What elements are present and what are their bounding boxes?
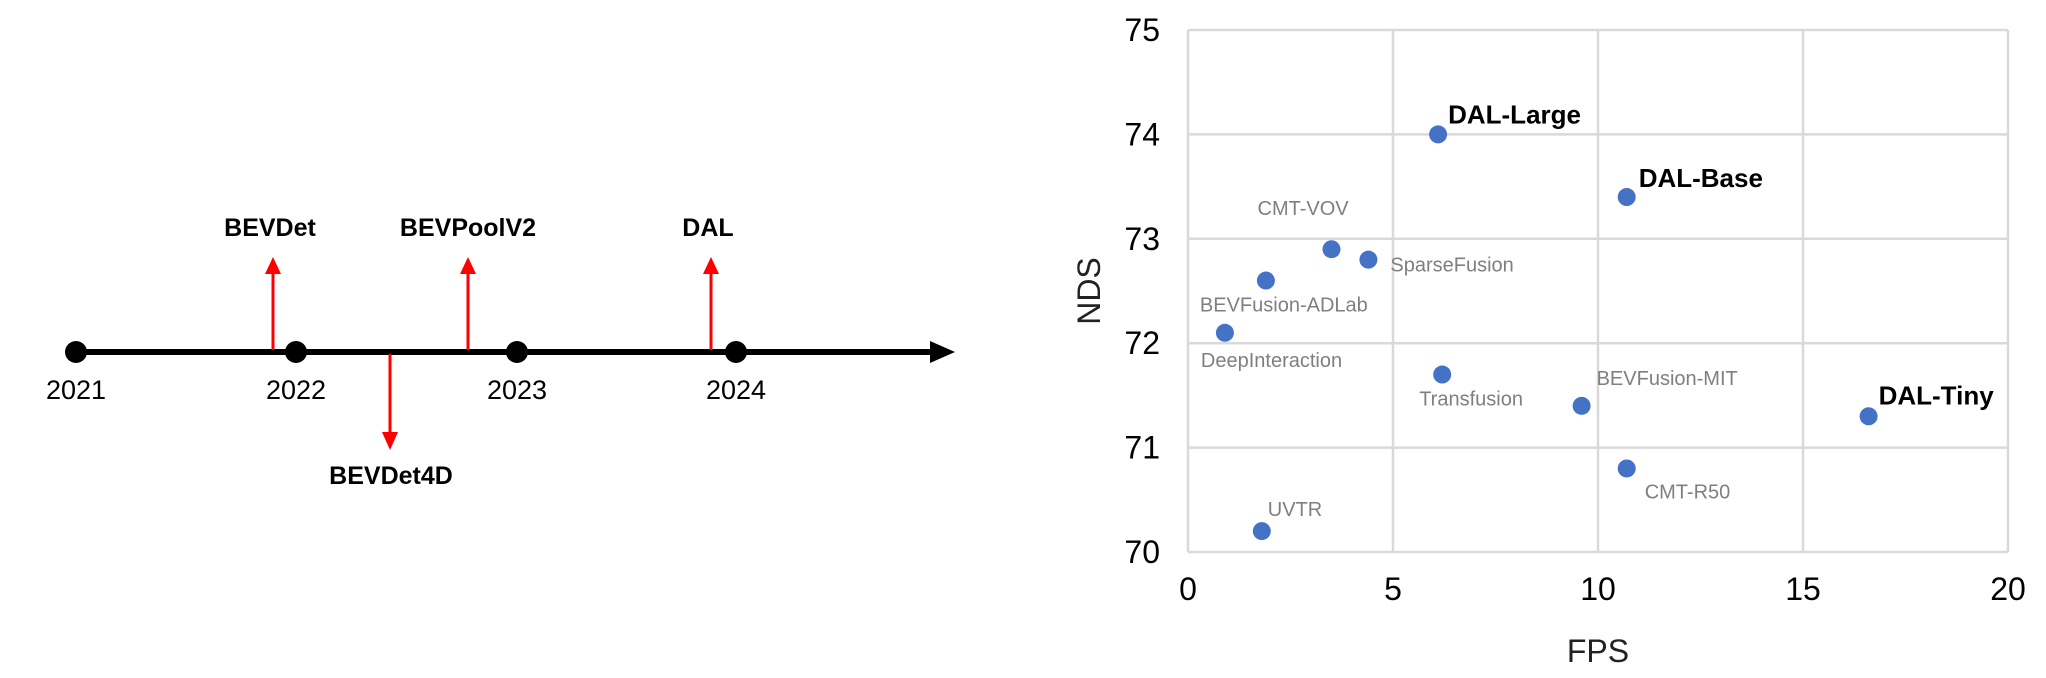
x-tick-label: 10: [1580, 571, 1616, 607]
event-label-bevpoolv2: BEVPoolV2: [400, 214, 536, 242]
timeline-dot-2021: [65, 341, 87, 363]
timeline-dot-2024: [725, 341, 747, 363]
timeline-arrowhead: [930, 341, 955, 363]
y-tick-label: 75: [1124, 12, 1160, 48]
y-tick-label: 70: [1124, 534, 1160, 570]
point-label-cmt-vov: CMT-VOV: [1258, 198, 1350, 220]
axis-ticks: 0 5 10 15 20 70 71 72 73 74 75: [1124, 12, 2025, 607]
point-dal-tiny: [1859, 407, 1878, 426]
point-sparsefusion: [1359, 250, 1378, 269]
point-dal-large: [1429, 125, 1448, 144]
x-tick-label: 5: [1384, 571, 1402, 607]
point-uvtr: [1252, 522, 1271, 541]
point-label-dal-tiny: DAL-Tiny: [1879, 380, 1995, 410]
x-tick-label: 15: [1785, 571, 1821, 607]
event-label-bevdet4d: BEVDet4D: [329, 462, 453, 490]
y-axis-title: NDS: [1071, 257, 1107, 325]
point-deepinteraction: [1215, 323, 1234, 342]
point-label-sparsefusion: SparseFusion: [1390, 255, 1513, 277]
point-cmt-vov: [1322, 240, 1341, 259]
timeline-year-2023: 2023: [487, 375, 547, 405]
event-arrowhead-bevpoolv2: [460, 257, 476, 274]
timeline-year-2021: 2021: [46, 375, 106, 405]
point-label-dal-base: DAL-Base: [1639, 163, 1763, 193]
x-tick-label: 20: [1990, 571, 2026, 607]
timeline-year-2022: 2022: [266, 375, 326, 405]
event-arrowhead-bevdet: [265, 257, 281, 274]
y-tick-label: 74: [1124, 116, 1160, 152]
point-label-bevfusion-adlab: BEVFusion-ADLab: [1200, 295, 1368, 317]
timeline-dot-2023: [506, 341, 528, 363]
x-tick-label: 0: [1179, 571, 1197, 607]
timeline-year-2024: 2024: [706, 375, 766, 405]
point-transfusion: [1433, 365, 1452, 384]
event-label-bevdet: BEVDet: [224, 214, 316, 242]
point-label-transfusion: Transfusion: [1419, 389, 1523, 411]
point-dal-base: [1617, 188, 1636, 207]
y-tick-label: 72: [1124, 325, 1160, 361]
point-label-cmt-r50: CMT-R50: [1645, 481, 1731, 503]
point-cmt-r50: [1617, 459, 1636, 478]
timeline: 2021 2022 2023 2024 BEVDet BEVDet4D BEVP…: [46, 214, 955, 490]
y-tick-label: 73: [1124, 221, 1160, 257]
point-bevfusion-adlab: [1256, 271, 1275, 290]
timeline-dot-2022: [285, 341, 307, 363]
x-axis-title: FPS: [1567, 633, 1629, 669]
point-label-dal-large: DAL-Large: [1448, 99, 1581, 129]
point-label-bevfusion-mit: BEVFusion-MIT: [1597, 368, 1738, 390]
y-tick-label: 71: [1124, 430, 1160, 466]
point-label-deepinteraction: DeepInteraction: [1201, 350, 1342, 372]
event-arrowhead-bevdet4d: [382, 432, 398, 450]
data-points: [1215, 125, 1878, 541]
event-label-dal: DAL: [682, 214, 733, 242]
point-labels: DAL-Large DAL-Base DAL-Tiny CMT-VOV SparseFu…: [1200, 99, 1994, 521]
event-arrowhead-dal: [703, 257, 719, 274]
point-label-uvtr: UVTR: [1268, 499, 1322, 521]
point-bevfusion-mit: [1572, 396, 1591, 415]
grid: [1186, 28, 2010, 554]
